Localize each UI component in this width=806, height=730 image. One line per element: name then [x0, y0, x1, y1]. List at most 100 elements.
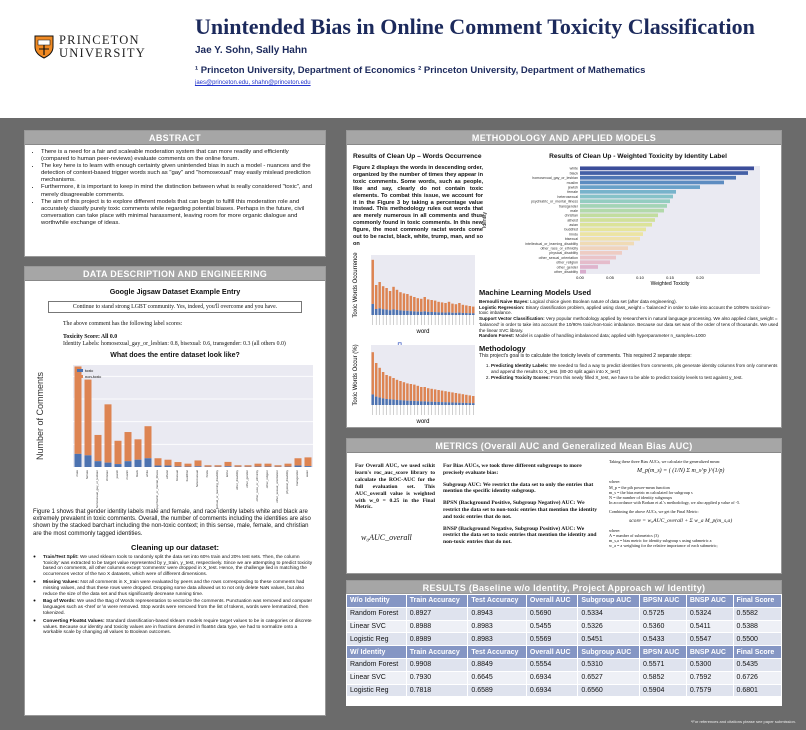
words-occurrence-heading: Results of Clean Up – Words Occurrence [353, 153, 482, 160]
x-tick-label: black [135, 470, 139, 478]
table-cell: Final Score [732, 594, 783, 608]
table-cell: Train Accuracy [405, 594, 469, 608]
x-tick-label: jewish [115, 470, 119, 480]
bar-non-toxic [74, 366, 82, 454]
bar-toxic [451, 402, 454, 405]
table-cell: 0.5904 [638, 683, 687, 698]
x-tick-label: female [85, 470, 89, 479]
legend-label: toxic [85, 368, 93, 373]
x-axis-label: Weighted Toxicity [651, 281, 690, 286]
table-cell: 0.5690 [525, 606, 579, 621]
x-tick-label: transgender [295, 470, 299, 486]
table-row: Logistic Reg 0.8989 0.8983 0.5569 0.5451 0.54… [346, 632, 783, 647]
bar-non-toxic [94, 434, 102, 462]
table-cell: 0.5300 [685, 657, 734, 672]
bar-toxic [154, 465, 162, 467]
where-label: where: [609, 527, 621, 533]
table-cell: 0.9908 [405, 657, 469, 672]
bar-weighted-toxicity [580, 171, 748, 175]
cleanup-item: Train/Test Split: We used sklearn tools … [43, 555, 317, 578]
x-tick-label: other_race_or_ethnicity [255, 470, 259, 502]
bar-weighted-toxicity [580, 222, 652, 227]
bar-toxic [406, 400, 409, 405]
generalized-mean-formula: M_p(m_s) = ( (1/N) Σ m_s^p )^(1/p) [637, 468, 725, 475]
y-tick-label: other_gender [557, 265, 579, 269]
bar-non-toxic [416, 298, 420, 312]
bar-non-toxic [294, 458, 302, 466]
y-tick-label: female [567, 190, 578, 194]
where-def: N = the number of identity subgroups [609, 495, 673, 501]
bar-toxic [472, 403, 475, 405]
bar-toxic [399, 400, 402, 405]
bar-non-toxic [254, 463, 262, 467]
legend-swatch-toxic [77, 369, 83, 372]
table-cell: 0.5324 [685, 606, 734, 621]
bar-toxic [381, 309, 385, 315]
bar-non-toxic [444, 303, 447, 313]
table-cell: 0.8927 [405, 606, 469, 621]
bar-non-toxic [426, 388, 430, 402]
email-links[interactable]: jaes@princeton.edu, shahn@princeton.edu [195, 80, 311, 86]
bar-non-toxic [214, 465, 222, 467]
bar-toxic [94, 461, 102, 467]
x-tick-label: 0.00 [576, 275, 585, 280]
bar-non-toxic [461, 394, 465, 403]
table-cell: 0.6934 [525, 670, 579, 685]
dataset-heading: What does the entire dataset look like? [110, 352, 240, 359]
bar-non-toxic [458, 393, 461, 403]
bar-non-toxic [399, 292, 402, 311]
bar-non-toxic [381, 286, 385, 310]
abstract-title: ABSTRACT [25, 131, 325, 145]
x-tick-label: white [145, 470, 149, 477]
bar-toxic [224, 466, 232, 467]
bar-weighted-toxicity [580, 246, 628, 251]
bar-non-toxic [420, 298, 423, 312]
x-tick-label: other_sexual_orientation [275, 470, 279, 503]
bar-non-toxic [385, 375, 388, 399]
bar-non-toxic [420, 387, 423, 402]
figure1-stacked-bar-chart: Number of Comments male female homosexual_g… [35, 365, 313, 509]
where-def: In accordance with Borkan et al.'s metho… [609, 500, 741, 506]
table-cell: 0.5411 [685, 619, 734, 634]
bar-non-toxic [433, 389, 437, 402]
table-cell: 0.6645 [467, 670, 527, 685]
bar-toxic [381, 398, 385, 405]
abstract-bullet: The key here is to learn with enough cer… [41, 163, 317, 184]
bar-non-toxic [164, 459, 172, 466]
table-cell: 0.8983 [467, 619, 527, 634]
table-cell: 0.5326 [577, 619, 640, 634]
bar-non-toxic [437, 301, 440, 313]
x-tick-label: 0.10 [636, 275, 645, 280]
bar-toxic [454, 312, 458, 315]
table-row: Linear SVC 0.8988 0.8983 0.5455 0.5326 0.5360… [346, 619, 783, 634]
bar-non-toxic [388, 291, 392, 311]
bar-toxic [440, 312, 444, 315]
cleanup-list: Train/Test Split: We used sklearn tools … [25, 552, 325, 636]
bar-non-toxic [385, 288, 388, 310]
table-header-row: W/ Identity Train Accuracy Test Accuracy Ov… [346, 645, 783, 659]
y-axis-label: Toxic Words Occur (%) [353, 344, 359, 405]
bar-toxic [388, 310, 392, 315]
plot-area [371, 345, 475, 405]
y-tick-label: muslim [567, 181, 578, 185]
bar-toxic [84, 455, 92, 467]
abstract-panel: ABSTRACT There is a need for a fair and … [24, 130, 326, 257]
bar-toxic [409, 311, 413, 315]
y-tick-label: other_disability [554, 270, 578, 274]
bar-toxic [416, 401, 420, 405]
ml-model-item: Random Forest: Model is capable of handl… [479, 333, 706, 339]
ml-models-heading: Machine Learning Models Used [479, 288, 592, 297]
bar-weighted-toxicity [580, 175, 736, 180]
table-cell: Test Accuracy [467, 645, 527, 659]
weighted-toxicity-heading: Results of Clean Up - Weighted Toxicity … [549, 153, 727, 160]
x-tick-label: 0.15 [666, 275, 675, 280]
bar-non-toxic [284, 463, 292, 467]
table-cell: 0.5360 [638, 619, 687, 634]
table-cell: BPSN AUC [638, 645, 687, 659]
table-cell: 0.6726 [732, 670, 783, 685]
x-tick-label: other_gender [245, 470, 249, 488]
bar-toxic [444, 402, 447, 405]
ml-model-item: Logistic Regression: Binary classificati… [479, 304, 771, 316]
bar-weighted-toxicity [580, 269, 586, 274]
bar-weighted-toxicity [580, 180, 724, 185]
